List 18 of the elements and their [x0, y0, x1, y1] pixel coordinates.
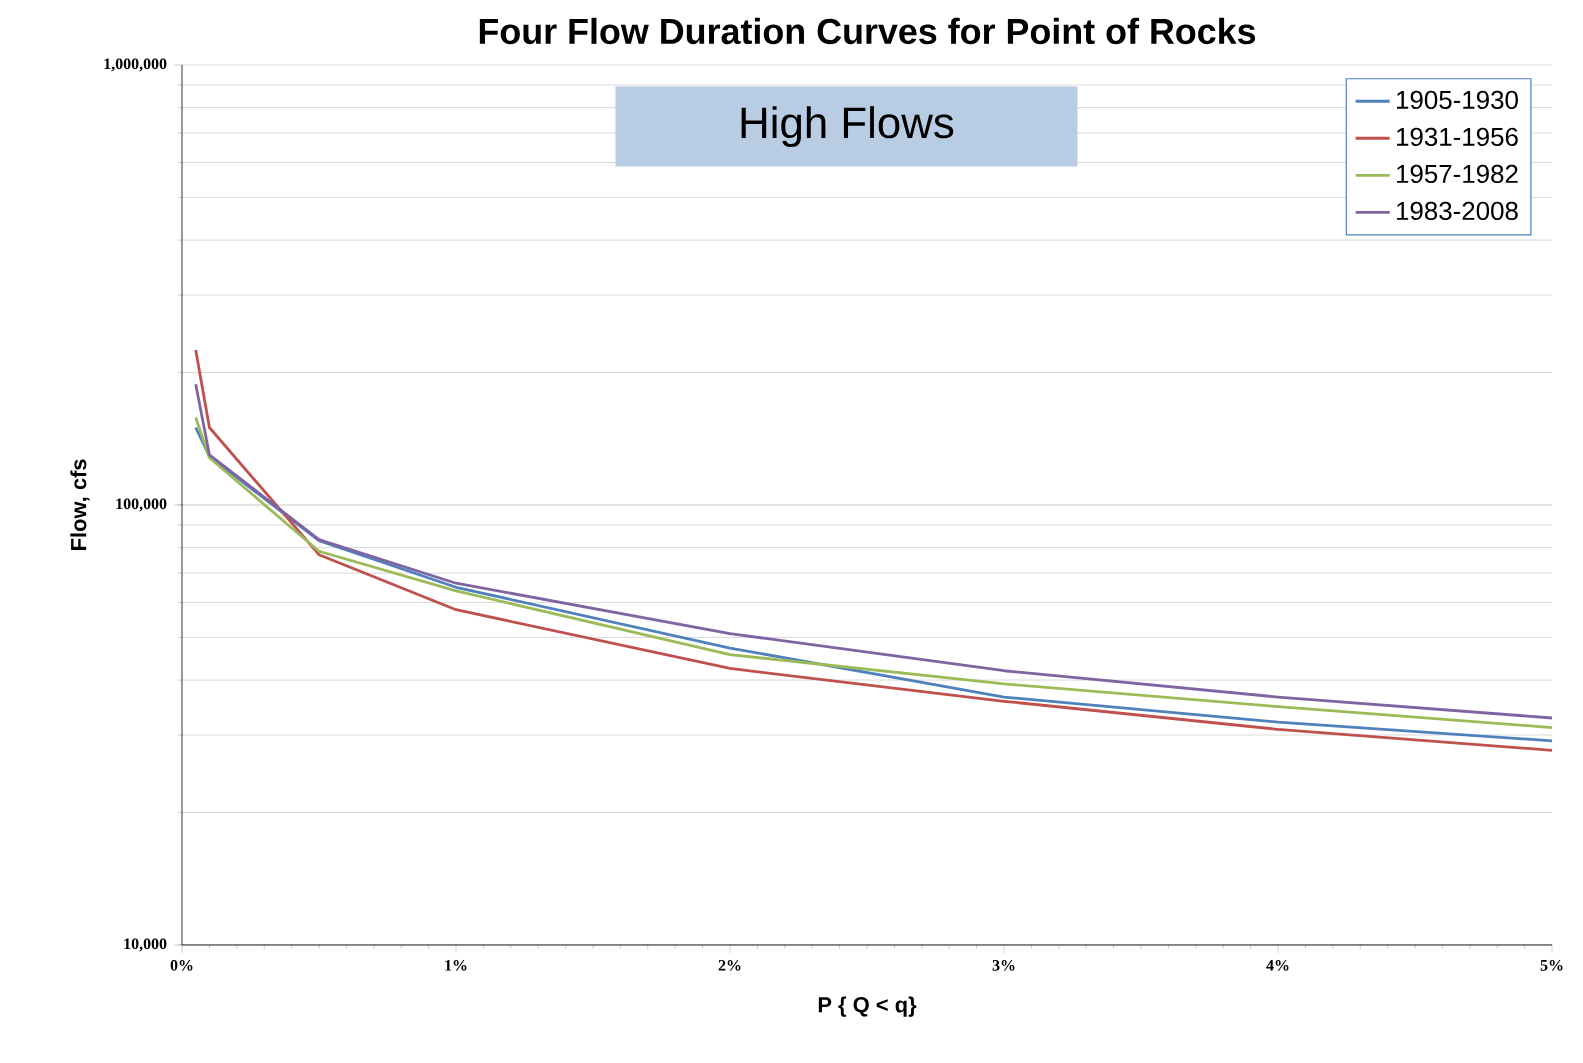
legend-label: 1931-1956 [1397, 127, 1518, 147]
x-axis-title: P { Q < q} [818, 996, 917, 1017]
legend-label: 1957-1982 [1397, 164, 1518, 184]
legend-label: 1905-1930 [1397, 90, 1518, 110]
x-tick-label: 3% [992, 959, 1015, 971]
chart-title: Four Flow Duration Curves for Point of Rocks [479, 17, 1256, 45]
x-tick-label: 4% [1266, 959, 1289, 971]
legend-label: 1983-2008 [1397, 201, 1518, 221]
y-tick-label: 1,000,000 [104, 58, 167, 72]
annotation: High Flows [741, 106, 954, 147]
y-tick-label: 100,000 [116, 498, 167, 512]
x-tick-label: 0% [170, 959, 193, 971]
line-series [194, 348, 1554, 752]
y-axis-title: Flow, cfs [70, 459, 90, 550]
y-tick-label: 10,000 [124, 938, 167, 952]
x-tick-label: 5% [1540, 959, 1563, 971]
x-tick-label: 2% [718, 959, 741, 971]
x-tick-label: 1% [445, 959, 467, 971]
